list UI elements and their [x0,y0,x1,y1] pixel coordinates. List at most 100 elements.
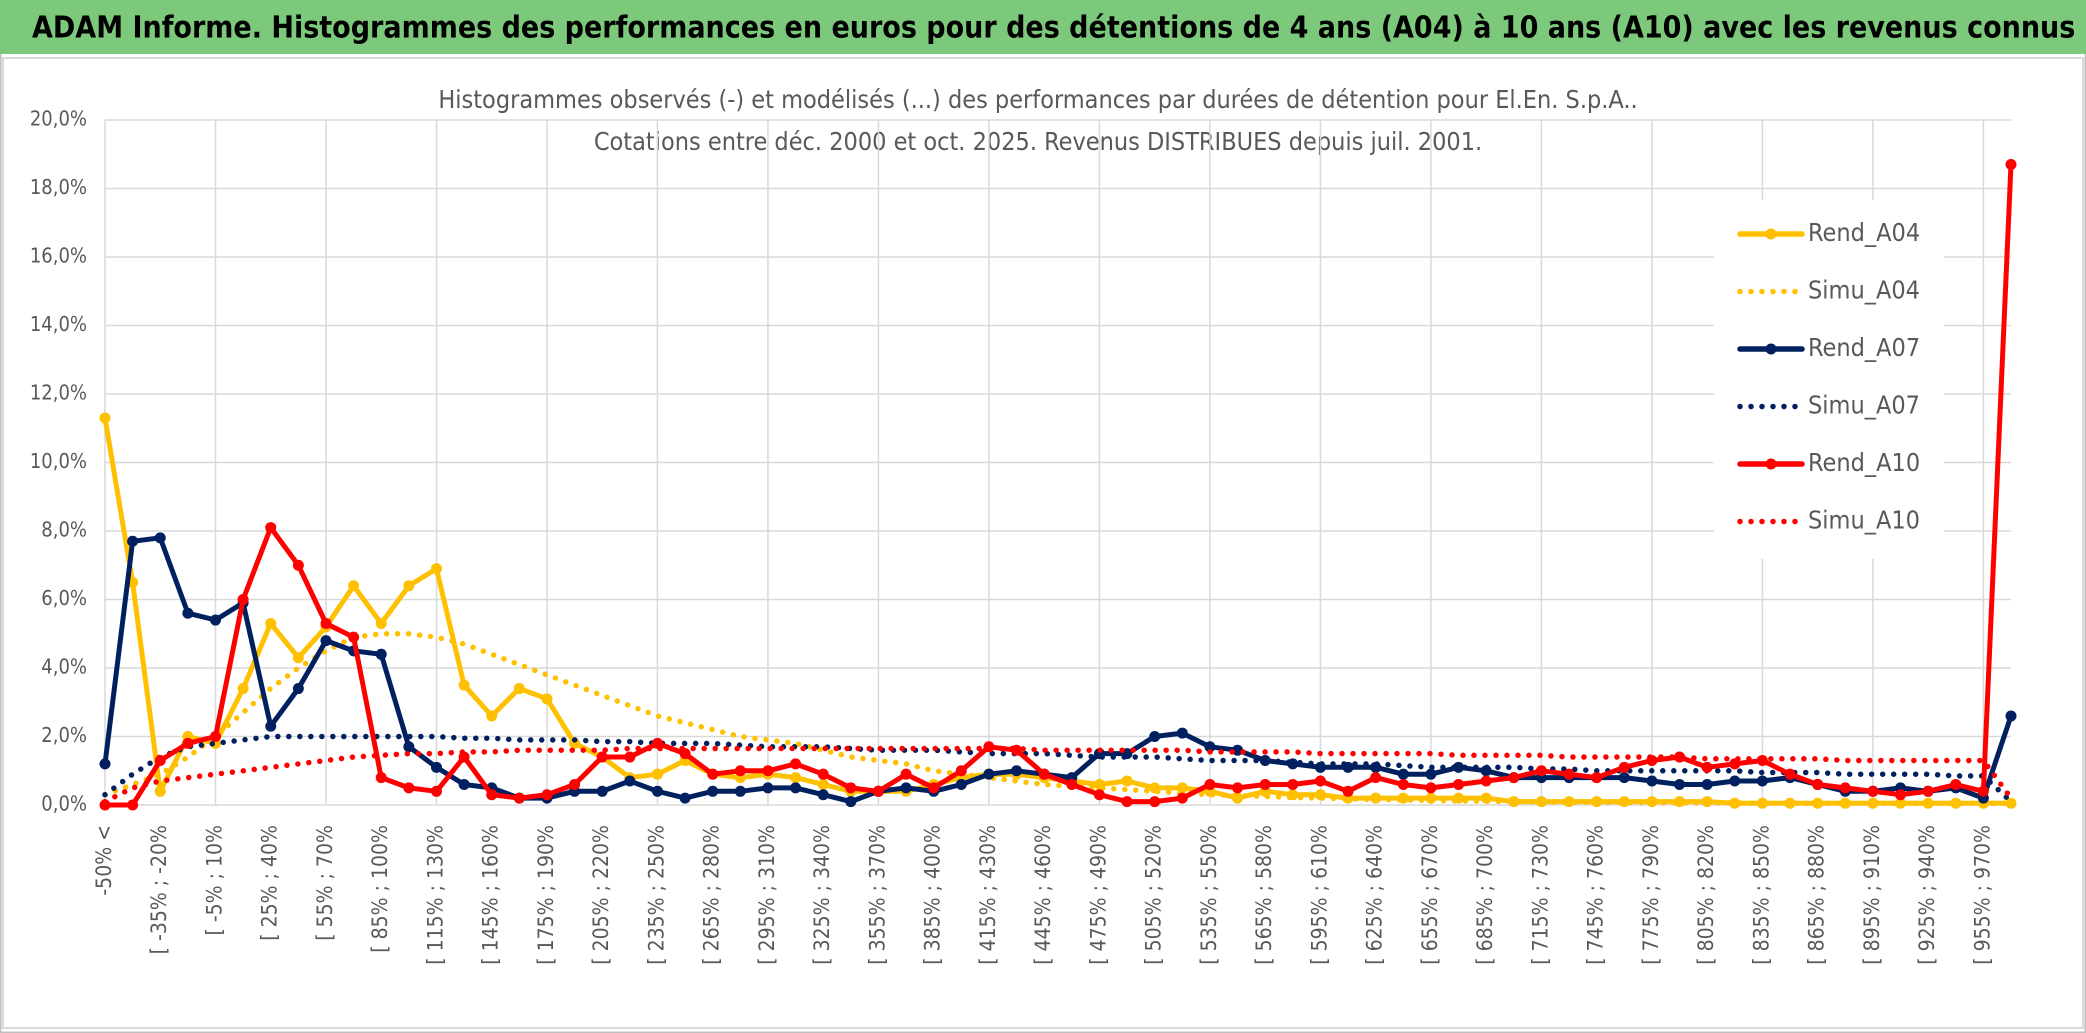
marker [265,522,277,534]
marker [955,778,967,790]
marker [1453,761,1465,773]
marker [154,785,166,797]
marker [1176,792,1188,804]
marker [1563,768,1575,780]
legend-marker [1765,228,1777,240]
marker [348,580,360,592]
marker [900,782,912,794]
marker [99,412,111,424]
marker [1812,778,1824,790]
marker [651,768,663,780]
chart-subtitle: Cotations entre déc. 2000 et oct. 2025. … [594,127,1482,156]
x-tick-label: [ 115% ; 130% [423,825,447,965]
marker [624,751,636,763]
marker [762,765,774,777]
marker [2005,710,2017,722]
marker [1784,797,1796,809]
marker [320,635,332,647]
marker [209,614,221,626]
x-tick-label: -50% < [92,825,116,896]
marker [1232,782,1244,794]
marker [1756,775,1768,787]
marker [99,799,111,811]
x-tick-label: [ 505% ; 520% [1142,825,1166,965]
line [102,535,2014,805]
x-tick-label: [ 355% ; 370% [865,825,889,965]
marker [817,789,829,801]
x-tick-label: [ 415% ; 430% [976,825,1000,965]
marker [1287,778,1299,790]
y-tick-label: 2,0% [41,723,87,747]
legend-label: Rend_A07 [1808,333,1920,362]
x-tick-label: [ 565% ; 580% [1252,825,1276,965]
y-tick-label: 8,0% [41,518,87,542]
marker [707,785,719,797]
x-tick-label: [ 655% ; 670% [1418,825,1442,965]
marker [458,778,470,790]
x-tick-label: [ -35% ; -20% [147,825,171,954]
x-tick-label: [ 205% ; 220% [589,825,613,965]
marker [1204,778,1216,790]
marker [99,758,111,770]
marker [154,532,166,544]
marker [458,679,470,691]
marker [1701,778,1713,790]
x-tick-label: [ 745% ; 760% [1584,825,1608,965]
marker [872,785,884,797]
marker [127,535,139,547]
marker [1397,768,1409,780]
x-tick-label: [ 85% ; 100% [368,825,392,953]
marker [651,785,663,797]
header-bar [0,0,2086,54]
x-tick-label: [ 595% ; 610% [1307,825,1331,965]
marker [1121,796,1133,808]
marker [209,731,221,742]
marker [1149,796,1161,808]
marker [569,778,581,790]
y-tick-label: 18,0% [30,175,87,199]
marker [348,631,360,643]
marker [1425,768,1437,780]
marker [734,785,746,797]
marker [1618,772,1630,784]
marker [734,765,746,777]
marker [790,772,802,784]
marker [1646,775,1658,787]
y-tick-label: 0,0% [41,792,87,816]
x-tick-label: [ 535% ; 550% [1197,825,1221,965]
marker [237,683,249,695]
x-tick-label: [ 175% ; 190% [534,825,558,965]
y-tick-label: 10,0% [30,449,87,473]
marker [430,785,442,797]
marker [1342,785,1354,797]
marker [596,751,608,763]
marker [403,580,415,592]
marker [624,775,636,787]
y-tick-label: 12,0% [30,381,87,405]
x-tick-label: [ 145% ; 160% [479,825,503,965]
marker [1591,772,1603,784]
marker [1121,775,1133,787]
marker [1314,775,1326,787]
marker [486,789,498,801]
x-tick-label: [ 265% ; 280% [700,825,724,965]
marker [679,792,691,804]
marker [1093,789,1105,801]
marker [1895,789,1907,801]
marker [900,768,912,780]
x-tick-label: [ 235% ; 250% [644,825,668,965]
marker [1397,778,1409,790]
marker [1950,797,1962,809]
y-tick-label: 20,0% [30,107,87,131]
marker [127,799,139,811]
marker [375,772,387,784]
marker [265,617,277,629]
legend-box [1714,200,1944,559]
dotted-line [102,733,2014,805]
marker [1453,778,1465,790]
x-tick-label: [ 475% ; 490% [1086,825,1110,965]
marker [817,768,829,780]
x-tick-label: [ 295% ; 310% [755,825,779,965]
marker [1618,761,1630,773]
